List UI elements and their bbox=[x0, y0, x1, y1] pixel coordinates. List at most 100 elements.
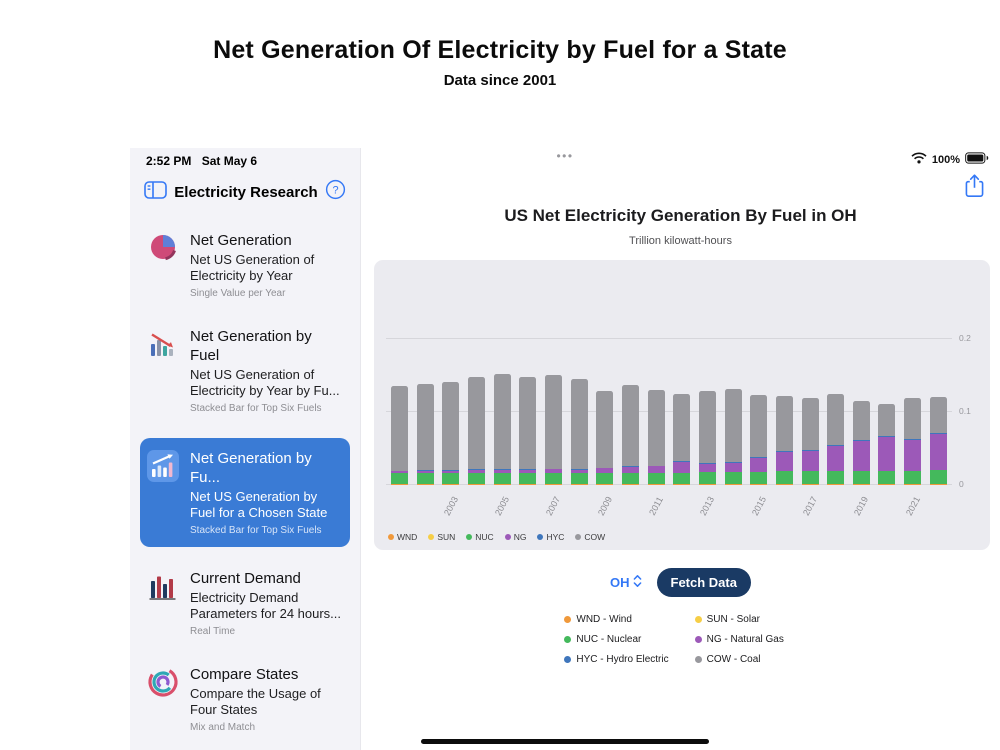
sidebar-item-title: Net Generation bbox=[190, 232, 292, 249]
fuel-legend: WND - Wind SUN - Solar NUC - Nuclear NG - N… bbox=[361, 614, 1000, 665]
stacked-bar-2004 bbox=[467, 376, 485, 485]
fuel-legend-item: HYC - Hydro Electric bbox=[564, 654, 669, 665]
sidebar-item-title: Current Demand bbox=[190, 570, 301, 587]
y-axis-tick: 0 bbox=[959, 479, 964, 489]
legend-dot-icon bbox=[428, 534, 435, 540]
sidebar-item[interactable]: Current Demand Electricity Demand Paramet… bbox=[140, 565, 350, 641]
bar-segment-NUC bbox=[493, 472, 511, 485]
sidebar-item-subtitle: Net US Generation of Electricity by Year bbox=[190, 252, 315, 283]
stacked-bar-2011: 2011 bbox=[647, 389, 665, 517]
app-screenshot: ••• 100% 2:52 PM Sat May 6 Electricity R… bbox=[130, 148, 1000, 750]
bar-segment-WND bbox=[621, 484, 639, 485]
bar-segment-SUN bbox=[801, 483, 819, 485]
bar-segment-COW bbox=[570, 378, 588, 470]
stacked-bar-2019: 2019 bbox=[852, 400, 870, 517]
bar-segment-WND bbox=[673, 484, 691, 485]
gridline bbox=[386, 411, 952, 412]
x-axis-tick: 2007 bbox=[544, 494, 563, 518]
sidebar-item[interactable]: Compare States Compare the Usage of Four … bbox=[140, 661, 350, 737]
legend-dot-icon bbox=[564, 616, 572, 623]
chevron-up-down-icon bbox=[633, 574, 642, 591]
sidebar-item[interactable]: Net Generation by Fuel Net US Generation … bbox=[140, 323, 350, 418]
sidebar-item-caption: Stacked Bar for Top Six Fuels bbox=[190, 403, 322, 414]
x-axis-tick: 2021 bbox=[903, 494, 922, 518]
sidebar-toggle-icon[interactable] bbox=[144, 180, 167, 205]
x-axis-tick: 2009 bbox=[595, 494, 614, 518]
sidebar-item-title: Net Generation by Fuel bbox=[190, 328, 312, 364]
bar-segment-COW bbox=[647, 389, 665, 466]
sidebar-item-subtitle: Electricity Demand Parameters for 24 hou… bbox=[190, 590, 342, 621]
bar-segment-WND bbox=[493, 484, 511, 485]
bar-segment-COW bbox=[750, 395, 768, 458]
x-axis-tick: 2017 bbox=[800, 494, 820, 518]
bar-segment-COW bbox=[801, 398, 819, 451]
sidebar-item-subtitle: Net US Generation by Fuel for a Chosen S… bbox=[190, 489, 328, 520]
bar-segment-COW bbox=[852, 400, 870, 441]
bar-segment-NUC bbox=[416, 472, 434, 485]
bar-segment-NG bbox=[647, 466, 665, 473]
svg-text:?: ? bbox=[332, 184, 338, 196]
bars-down-arrow-icon bbox=[146, 327, 180, 361]
sidebar-item-subtitle: Net US Generation of Electricity by Year… bbox=[190, 367, 340, 398]
bar-segment-WND bbox=[596, 484, 614, 485]
sidebar-item[interactable]: Net Generation by Fu... Net US Generation… bbox=[140, 438, 350, 547]
bar-segment-NG bbox=[467, 469, 485, 473]
bar-segment-NUC bbox=[724, 472, 742, 485]
bar-segment-NG bbox=[698, 463, 716, 473]
bar-segment-NUC bbox=[596, 472, 614, 485]
pie-chart-icon bbox=[146, 231, 180, 265]
bar-segment-NG bbox=[775, 451, 793, 472]
bar-segment-NUC bbox=[775, 471, 793, 484]
bar-segment-SUN bbox=[852, 483, 870, 485]
legend-dot-icon bbox=[537, 534, 544, 540]
bar-segment-NUC bbox=[929, 470, 947, 484]
sidebar-item-title: Compare States bbox=[190, 666, 299, 683]
share-icon[interactable] bbox=[965, 173, 984, 203]
bar-segment-NUC bbox=[519, 472, 537, 485]
stacked-bar-2009: 2009 bbox=[596, 391, 614, 517]
bar-segment-COW bbox=[519, 376, 537, 470]
bar-segment-HYC bbox=[904, 439, 922, 440]
bar-segment-COW bbox=[493, 373, 511, 470]
sidebar-item-caption: Stacked Bar for Top Six Fuels bbox=[190, 525, 322, 536]
bar-segment-WND bbox=[467, 484, 485, 485]
bar-segment-NUC bbox=[878, 471, 896, 484]
fuel-legend-item: COW - Coal bbox=[694, 654, 797, 665]
controls-row: OH Fetch Data bbox=[361, 568, 1000, 597]
bar-segment-WND bbox=[442, 484, 460, 485]
bar-segment-NG bbox=[596, 468, 614, 473]
x-axis-tick: 2013 bbox=[698, 494, 717, 518]
bar-segment-HYC bbox=[878, 436, 896, 437]
sidebar-item-caption: Real Time bbox=[190, 626, 236, 637]
bar-segment-COW bbox=[724, 389, 742, 463]
chart-legend-item: NUC bbox=[466, 532, 494, 542]
fuel-legend-item: NUC - Nuclear bbox=[564, 634, 668, 645]
x-axis-tick: 2015 bbox=[749, 494, 768, 518]
bars-area: 2003 2005 2007 2009 2011 2013 2015 2017 2019 2021 bbox=[386, 260, 952, 517]
stacked-bar-2013: 2013 bbox=[698, 390, 716, 517]
home-indicator[interactable] bbox=[421, 739, 709, 744]
bars-up-arrow-icon bbox=[146, 449, 180, 483]
legend-dot-icon bbox=[694, 656, 702, 663]
bar-segment-WND bbox=[878, 484, 896, 485]
x-axis-tick: 2003 bbox=[441, 494, 460, 518]
sidebar-item[interactable]: Net Generation Net US Generation of Elect… bbox=[140, 227, 350, 303]
bar-segment-COW bbox=[596, 391, 614, 468]
bar-segment-HYC bbox=[929, 433, 947, 434]
fetch-data-button[interactable]: Fetch Data bbox=[656, 568, 751, 597]
status-bar-right: 100% bbox=[911, 152, 989, 167]
bar-segment-NUC bbox=[801, 471, 819, 484]
chart-legend-item: WND bbox=[388, 532, 417, 542]
legend-dot-icon bbox=[694, 616, 702, 623]
bar-segment-WND bbox=[750, 484, 768, 485]
sidebar-item-title: Net Generation by Fu... bbox=[190, 450, 312, 486]
bar-segment-NUC bbox=[442, 472, 460, 485]
help-icon[interactable]: ? bbox=[325, 179, 346, 205]
state-picker[interactable]: OH bbox=[610, 574, 642, 591]
y-axis-tick: 0.2 bbox=[959, 333, 971, 343]
multitask-indicator[interactable]: ••• bbox=[556, 149, 574, 163]
page-subtitle: Data since 2001 bbox=[443, 72, 557, 89]
sidebar-header: Electricity Research ? bbox=[130, 168, 360, 211]
sidebar-list: Net Generation Net US Generation of Elect… bbox=[130, 211, 360, 750]
bar-segment-SUN bbox=[929, 483, 947, 485]
